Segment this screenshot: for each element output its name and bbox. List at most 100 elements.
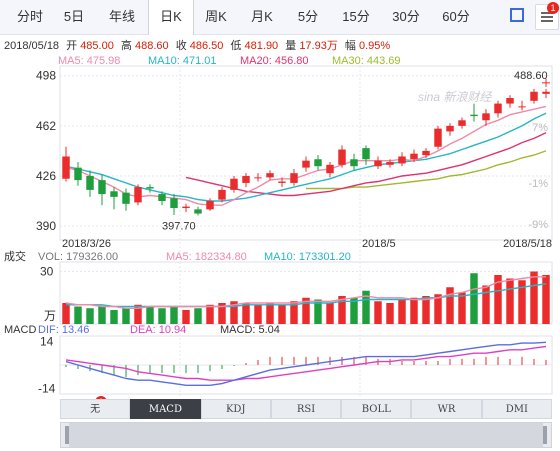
high-label: 高	[120, 40, 132, 52]
volume-bar-18	[278, 304, 286, 324]
macd-tick-0: 14	[40, 334, 54, 348]
volume-bar-1	[74, 306, 82, 324]
candle-body-5	[122, 192, 130, 204]
close-value: 486.50	[189, 40, 224, 52]
price-tick-3: 498	[36, 69, 56, 83]
indicator-button-6[interactable]: DMI	[481, 399, 552, 419]
candle-body-13	[218, 189, 226, 200]
min-annotation: 397.70	[162, 220, 196, 232]
tab-3[interactable]: 日K	[148, 0, 194, 35]
ma20-legend: MA20: 456.80	[240, 55, 309, 67]
volume-bar-9	[170, 306, 178, 324]
volume-ma5-line	[65, 276, 546, 309]
candle-body-40	[542, 91, 550, 94]
close-label: 收	[175, 40, 187, 52]
volume-bar-26	[374, 301, 382, 324]
open-label: 开	[66, 40, 78, 52]
candle-body-6	[134, 187, 142, 203]
candle-body-9	[170, 198, 178, 208]
volume-bar-37	[506, 278, 514, 324]
percent-tick-1: -1%	[528, 178, 548, 190]
tab-0[interactable]: 分时	[16, 9, 43, 24]
tab-6[interactable]: 5分	[297, 9, 319, 24]
candle-body-21	[314, 159, 322, 167]
candle-body-2	[86, 175, 94, 190]
volume-bar-24	[350, 297, 358, 324]
volume-bar-33	[458, 292, 466, 324]
candle-body-0	[62, 156, 70, 179]
candle-body-16	[254, 177, 262, 179]
volume-bar-13	[218, 303, 226, 324]
candle-body-20	[302, 160, 310, 168]
price-tick-2: 462	[36, 119, 56, 133]
ma20-line	[185, 132, 547, 197]
candle-body-8	[158, 194, 166, 202]
volume-bar-8	[158, 308, 166, 324]
indicator-button-5[interactable]: WR	[411, 399, 482, 419]
price-panel-frame	[59, 65, 553, 241]
macd-tick-1: -14	[38, 382, 56, 396]
price-tick-1: 426	[36, 169, 56, 183]
x-label-1: 2018/5	[362, 238, 396, 250]
candle-body-19	[290, 173, 298, 183]
macd-dea-text: DEA: 10.94	[130, 324, 186, 336]
ma5-line	[65, 105, 547, 206]
volume-bar-10	[182, 310, 190, 324]
candle-body-18	[278, 181, 286, 183]
indicator-button-0[interactable]: 无	[60, 399, 131, 419]
navigator-right-handle[interactable]	[543, 426, 547, 444]
fullscreen-icon[interactable]	[510, 8, 524, 22]
tab-1[interactable]: 5日	[63, 9, 85, 24]
max-annotation: 488.60	[514, 70, 548, 82]
tab-9[interactable]: 60分	[442, 9, 470, 24]
tab-8[interactable]: 30分	[392, 9, 420, 24]
volume-bar-39	[530, 271, 538, 324]
volume-bar-40	[542, 275, 550, 324]
volume-bar-30	[422, 296, 430, 324]
ohlc-info: 2018/05/18 开 485.00 高 488.60 收 486.50 低 …	[4, 37, 390, 53]
volume-bar-23	[338, 296, 346, 324]
tab-5[interactable]: 月K	[251, 9, 273, 24]
ma5-legend: MA5: 475.98	[58, 55, 121, 67]
volume-tick-0: 30	[40, 265, 54, 279]
volume-bar-36	[494, 275, 502, 324]
candle-body-10	[182, 206, 190, 208]
candle-body-11	[194, 209, 202, 214]
volume-bar-6	[134, 304, 142, 324]
volume-bar-12	[206, 304, 214, 324]
tab-7[interactable]: 15分	[342, 9, 370, 24]
navigator-selection[interactable]	[69, 423, 543, 447]
candle-body-38	[518, 106, 526, 108]
candle-body-17	[266, 173, 274, 178]
candle-body-15	[242, 175, 250, 183]
candle-body-14	[230, 178, 238, 190]
range-navigator[interactable]	[60, 422, 552, 448]
change-label: 幅	[344, 40, 356, 52]
indicator-button-bar: 无 MACD KDJ RSI BOLL WR DMI	[60, 399, 552, 419]
volume-bar-20	[302, 297, 310, 324]
tab-2[interactable]: 年线	[108, 9, 135, 24]
candle-body-36	[494, 103, 502, 114]
info-date: 2018/05/18	[4, 40, 60, 52]
candle-body-32	[446, 125, 454, 132]
navigator-left-handle[interactable]	[65, 426, 69, 444]
candle-body-37	[506, 98, 514, 104]
volume-bar-19	[290, 301, 298, 324]
volume-bar-35	[482, 285, 490, 324]
volume-bar-3	[98, 306, 106, 324]
indicator-button-3[interactable]: RSI	[270, 399, 342, 419]
tab-4[interactable]: 周K	[205, 9, 227, 24]
period-tab-bar: 分时 5日 年线 日K 周K 月K 5分 15分 30分 60分 1	[0, 0, 560, 35]
indicator-button-4[interactable]: BOLL	[341, 399, 412, 419]
ma10-legend: MA10: 471.01	[148, 55, 217, 67]
high-value: 488.60	[134, 40, 169, 52]
indicator-button-2[interactable]: KDJ	[200, 399, 271, 419]
candle-body-23	[338, 149, 346, 165]
macd-dif-line	[65, 341, 547, 386]
volume-bar-11	[194, 308, 202, 324]
candle-body-7	[146, 187, 154, 189]
indicator-button-1[interactable]: MACD	[130, 399, 201, 419]
macd-value-text: MACD: 5.04	[220, 324, 280, 336]
volume-bar-15	[242, 303, 250, 324]
